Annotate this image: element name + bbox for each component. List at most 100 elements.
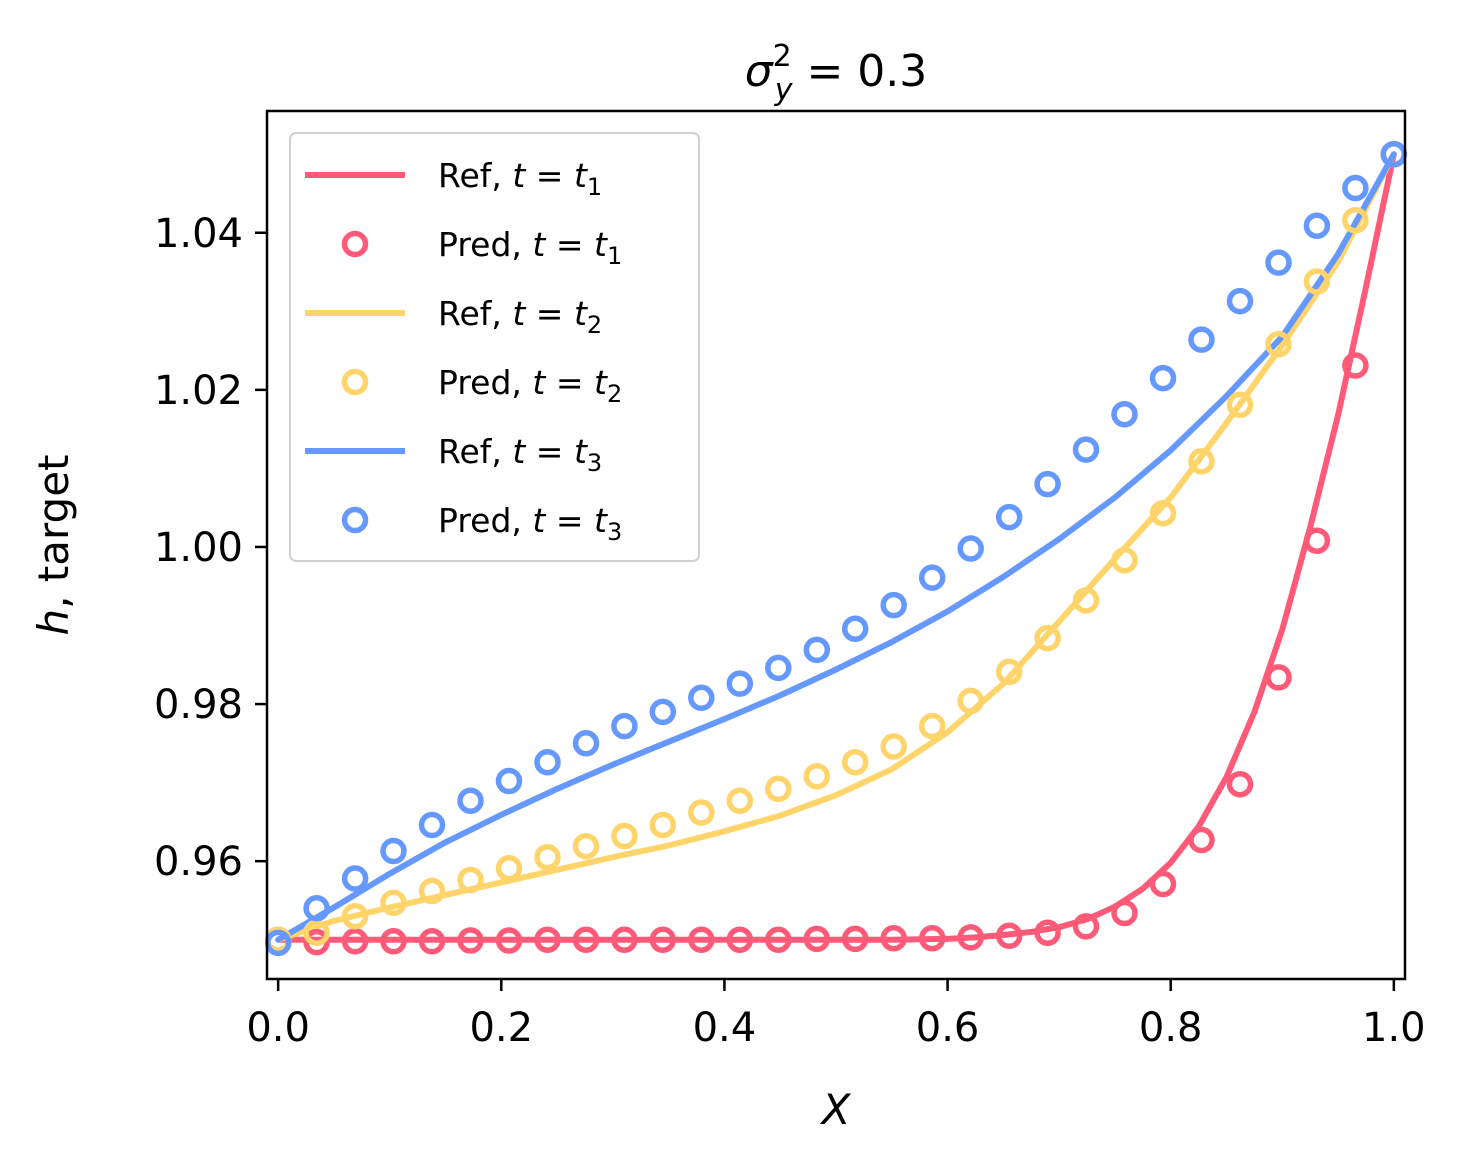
data-point-1 <box>380 928 407 955</box>
data-point-1 <box>765 926 792 953</box>
data-point-3 <box>495 767 523 795</box>
data-point-2 <box>765 775 792 803</box>
data-point-1 <box>1188 826 1215 854</box>
data-point-2 <box>1111 547 1138 574</box>
data-point-1 <box>572 926 600 953</box>
data-point-3 <box>611 712 638 740</box>
x-axis-title-text: X <box>820 1085 852 1134</box>
data-point-2 <box>418 877 446 905</box>
data-point-1 <box>688 926 715 953</box>
data-point-3 <box>803 636 831 664</box>
legend-item: Ref, t = t3 <box>305 432 602 477</box>
y-tick-label: 1.00 <box>154 525 243 571</box>
data-point-3 <box>1265 249 1292 276</box>
data-point-3 <box>380 837 407 865</box>
data-point-3 <box>649 698 677 726</box>
x-tick-label: 1.0 <box>1362 1005 1426 1051</box>
legend-marker-swatch <box>341 230 369 258</box>
data-point-1 <box>1149 870 1177 898</box>
x-tick-label: 0.6 <box>916 1005 980 1051</box>
data-point-3 <box>457 787 484 814</box>
legend-item: Pred, t = t2 <box>341 363 622 408</box>
data-point-2 <box>572 832 600 860</box>
data-point-3 <box>957 535 984 562</box>
legend-item: Ref, t = t2 <box>305 294 602 339</box>
series-line-3 <box>275 151 1397 943</box>
data-point-1 <box>995 922 1023 950</box>
y-tick-label: 1.04 <box>154 211 243 257</box>
data-point-1 <box>611 926 638 953</box>
y-axis: 0.96 0.98 1.00 1.02 1.04 <box>154 211 267 885</box>
data-point-2 <box>880 733 907 760</box>
x-tick-label: 0.2 <box>469 1005 533 1051</box>
data-point-1 <box>341 928 369 955</box>
data-point-2 <box>495 854 523 882</box>
plot-frame <box>265 109 1407 981</box>
data-point-1 <box>726 926 754 953</box>
data-point-1 <box>1303 527 1331 554</box>
series-layer <box>264 140 1408 957</box>
legend-marker-swatch <box>341 506 369 534</box>
x-tick-label: 0.8 <box>1139 1005 1203 1051</box>
data-point-1 <box>1034 919 1061 946</box>
data-point-2 <box>1072 587 1100 614</box>
y-axis-title-text: h, target <box>29 454 78 635</box>
data-point-1 <box>418 928 446 955</box>
data-point-3 <box>1149 364 1177 392</box>
data-point-2 <box>457 866 484 894</box>
y-axis-title: h, target <box>29 454 78 635</box>
legend-label: Pred, t = t2 <box>438 363 622 408</box>
data-point-3 <box>1188 326 1215 353</box>
data-point-2 <box>918 712 946 740</box>
data-point-3 <box>995 503 1023 531</box>
data-point-1 <box>1111 899 1138 927</box>
data-point-3 <box>880 591 907 619</box>
legend-label: Pred, t = t1 <box>438 225 622 270</box>
x-tick-label: 0.4 <box>693 1005 757 1051</box>
data-point-2 <box>341 902 369 930</box>
data-point-2 <box>803 763 831 790</box>
data-point-1 <box>880 924 907 952</box>
y-tick-label: 1.02 <box>154 368 243 414</box>
data-point-2 <box>957 687 984 715</box>
data-point-1 <box>803 925 831 953</box>
data-point-3 <box>1303 212 1331 239</box>
data-point-2 <box>688 799 715 826</box>
data-point-1 <box>534 926 561 953</box>
legend-item: Ref, t = t1 <box>305 156 602 201</box>
data-point-2 <box>1188 448 1215 475</box>
data-point-2 <box>534 843 561 871</box>
data-point-2 <box>1265 331 1292 358</box>
data-point-3 <box>1226 287 1254 315</box>
data-point-2 <box>611 822 638 850</box>
data-point-2 <box>1342 206 1369 234</box>
data-point-3 <box>765 654 792 682</box>
data-point-2 <box>1303 268 1331 295</box>
data-point-3 <box>572 730 600 757</box>
legend-item: Pred, t = t1 <box>341 225 622 270</box>
data-point-3 <box>418 811 446 839</box>
data-point-3 <box>841 615 869 642</box>
data-point-1 <box>918 924 946 952</box>
data-point-2 <box>1034 624 1061 652</box>
chart-title: σ2 y = 0.3 <box>745 39 928 108</box>
legend-box <box>289 132 700 562</box>
data-point-3 <box>341 865 369 892</box>
data-point-2 <box>649 811 677 839</box>
data-point-1 <box>841 925 869 953</box>
data-point-2 <box>1149 499 1177 527</box>
data-point-2 <box>380 889 407 917</box>
data-point-1 <box>957 924 984 951</box>
legend-item: Pred, t = t3 <box>341 501 622 546</box>
legend-marker-swatch <box>341 368 369 396</box>
legend-label: Pred, t = t3 <box>438 501 622 546</box>
data-point-3 <box>1111 400 1138 428</box>
data-point-1 <box>1226 770 1254 798</box>
data-point-2 <box>303 919 330 946</box>
data-point-3 <box>534 748 561 776</box>
data-point-3 <box>303 895 330 922</box>
data-point-1 <box>1342 352 1369 379</box>
data-point-3 <box>918 564 946 591</box>
data-point-2 <box>995 658 1023 686</box>
